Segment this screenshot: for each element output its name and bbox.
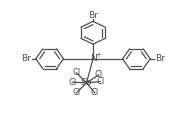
Text: Br: Br (88, 11, 98, 20)
Text: Sb: Sb (81, 78, 92, 87)
Text: Br: Br (21, 54, 31, 63)
Text: Cl: Cl (72, 68, 81, 77)
Text: +: + (96, 52, 102, 58)
Text: Cl: Cl (94, 70, 103, 79)
Text: Br: Br (155, 54, 165, 63)
Text: N: N (91, 54, 97, 63)
Text: Cl: Cl (96, 77, 105, 86)
Text: Cl: Cl (91, 88, 99, 97)
Text: Cl: Cl (69, 78, 77, 87)
Text: Cl: Cl (72, 88, 81, 97)
